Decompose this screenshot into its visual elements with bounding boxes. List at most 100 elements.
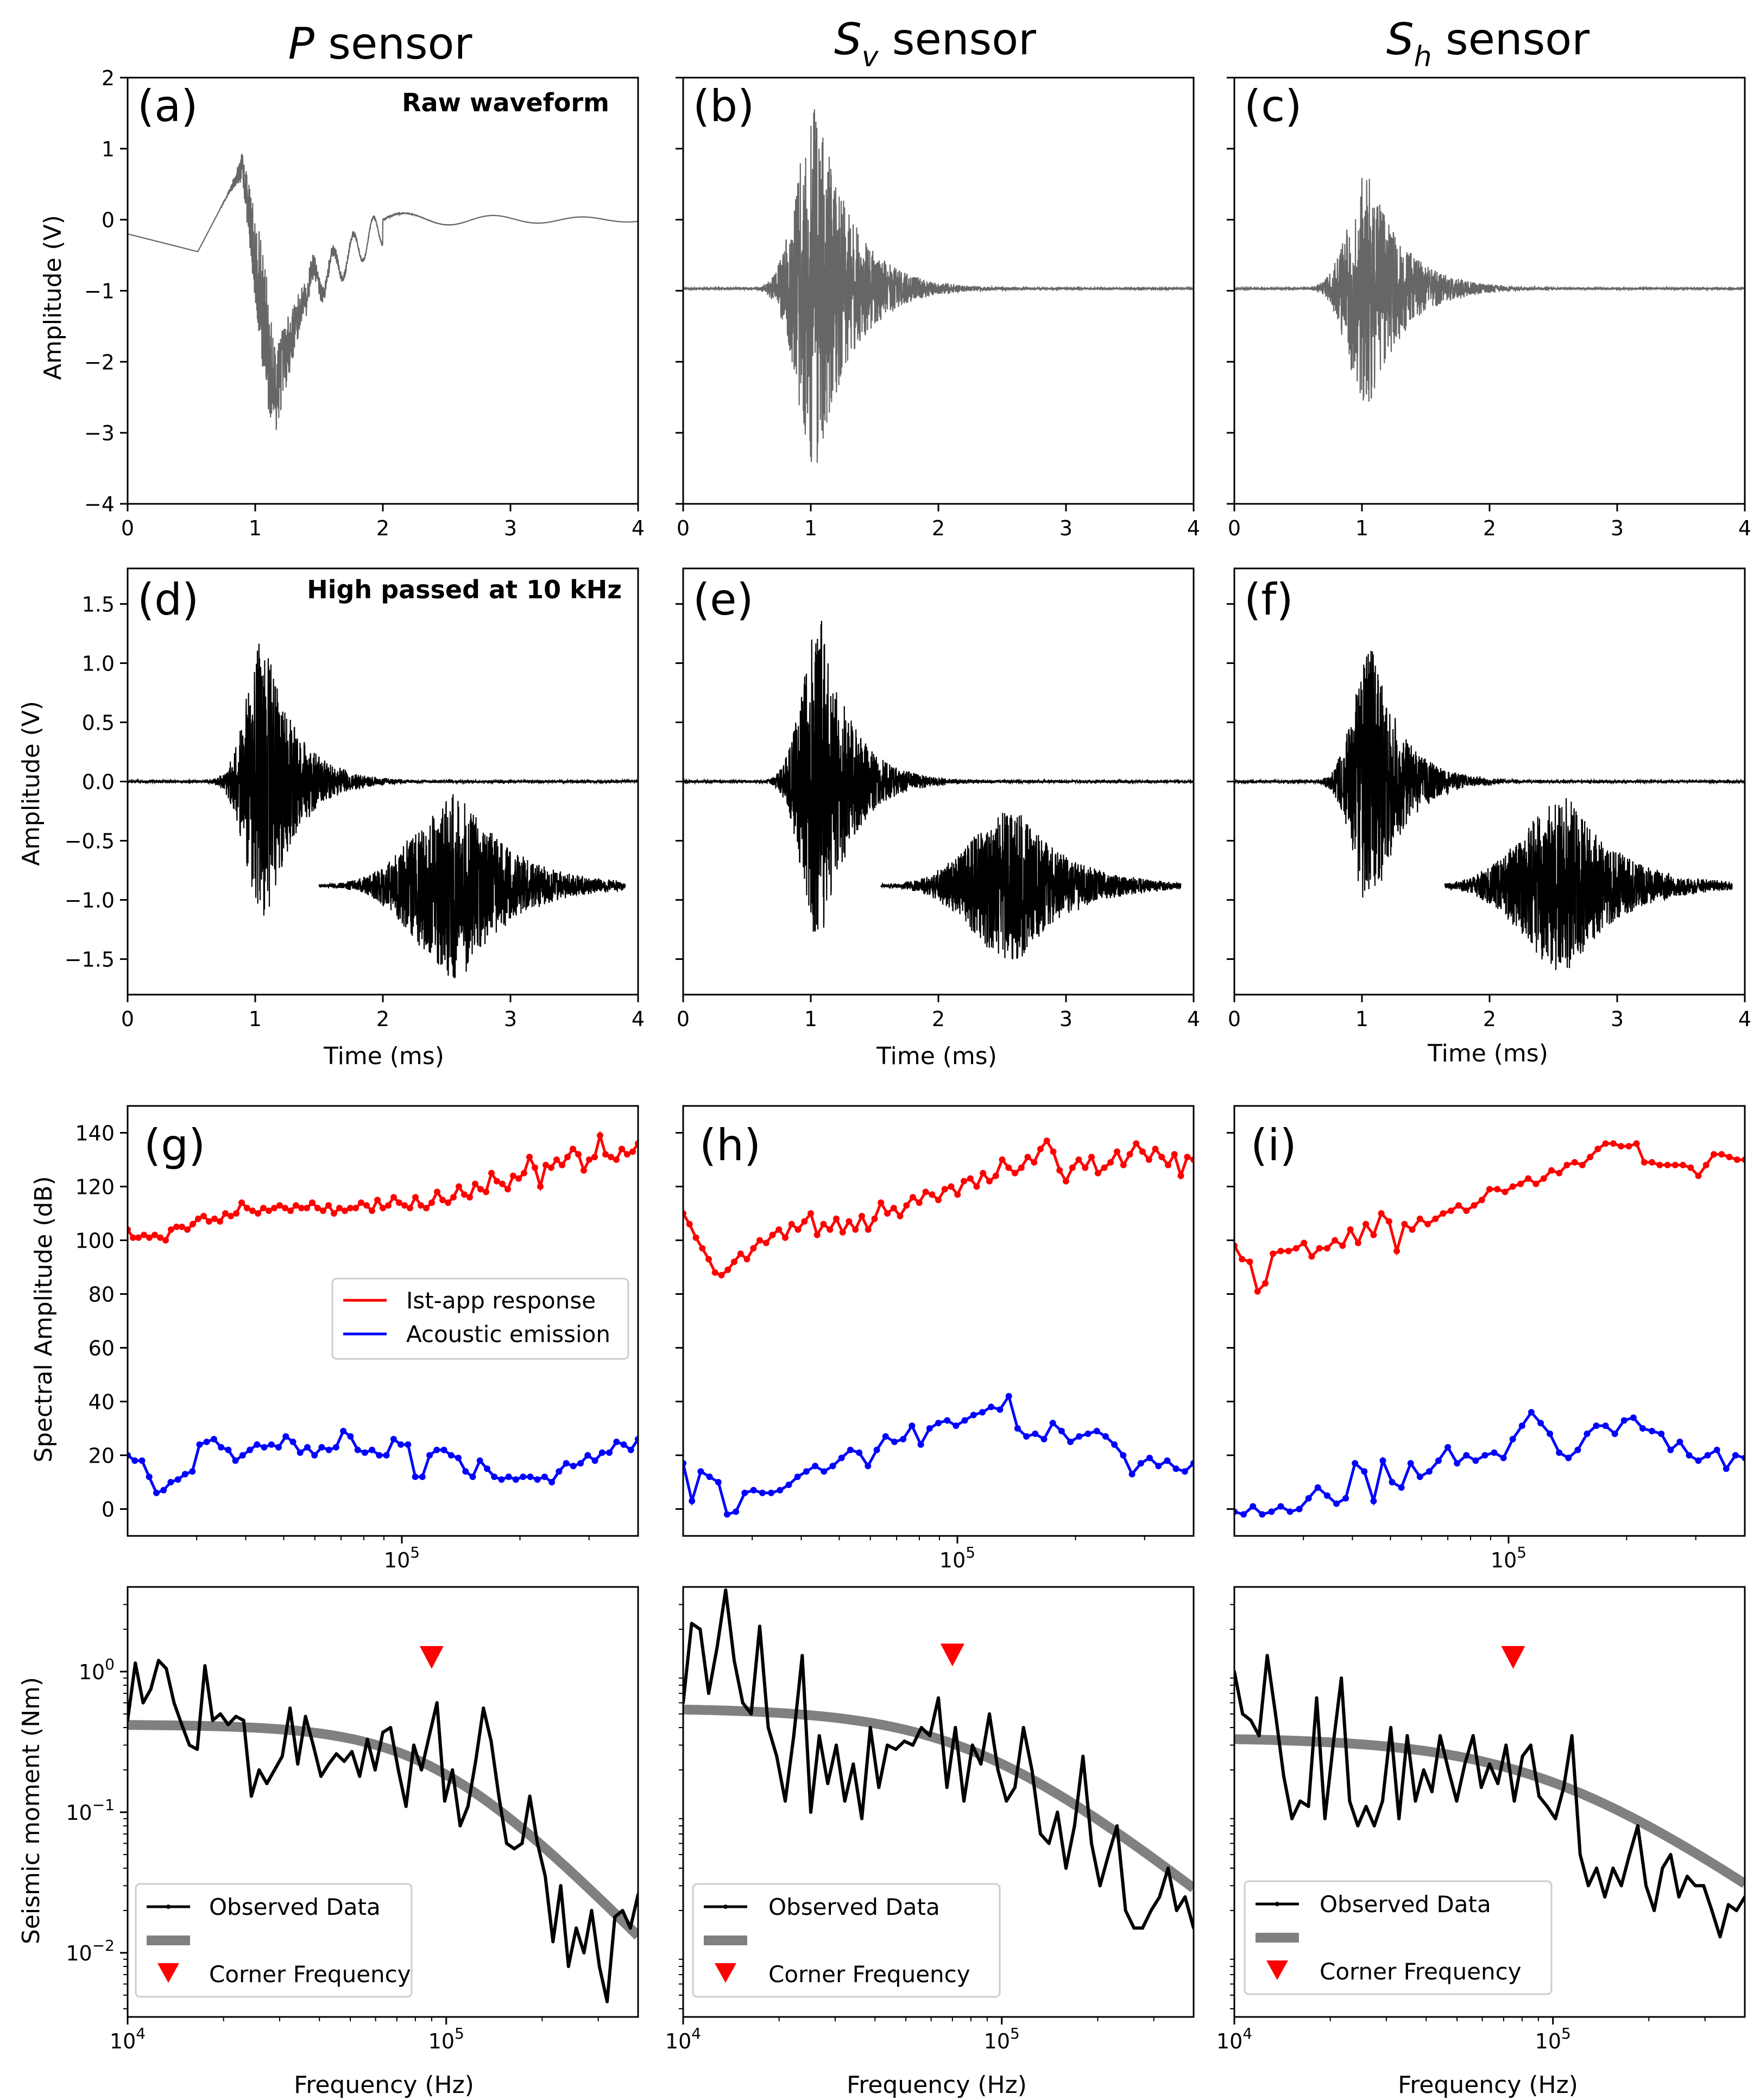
point-ist-app-g-81 — [564, 1154, 571, 1161]
ytick-base-a-1: −3 — [84, 421, 115, 445]
observed-point-j-35 — [396, 1768, 400, 1772]
observed-point-j-48 — [497, 1794, 501, 1798]
waveform-c-0 — [1234, 178, 1745, 402]
point-ist-app-i-33 — [1486, 1186, 1493, 1193]
point-acoustic-h-43 — [1058, 1427, 1065, 1434]
point-acoustic-g-22 — [282, 1433, 289, 1440]
legend-observed-label-k: Observed Data — [768, 1894, 940, 1920]
point-ist-app-h-40 — [935, 1197, 942, 1204]
point-ist-app-h-13 — [762, 1239, 769, 1247]
point-acoustic-g-24 — [297, 1449, 304, 1456]
point-ist-app-i-55 — [1656, 1161, 1663, 1168]
point-acoustic-g-41 — [419, 1473, 426, 1481]
point-ist-app-i-26 — [1432, 1215, 1439, 1222]
observed-point-l-14 — [1348, 1799, 1352, 1803]
point-ist-app-h-58 — [1050, 1148, 1057, 1155]
point-ist-app-h-70 — [1126, 1151, 1133, 1158]
point-ist-app-g-88 — [602, 1151, 609, 1158]
point-ist-app-h-43 — [954, 1191, 961, 1198]
point-ist-app-g-6 — [157, 1234, 163, 1241]
observed-point-j-43 — [458, 1824, 462, 1827]
point-ist-app-g-91 — [619, 1146, 625, 1153]
point-ist-app-g-70 — [504, 1186, 511, 1193]
observed-point-j-18 — [265, 1782, 269, 1786]
point-acoustic-h-14 — [803, 1468, 810, 1475]
ytick-label-j-2: 100 — [79, 1655, 115, 1684]
legend-observed-marker-k — [723, 1905, 728, 1909]
observed-point-j-6 — [172, 1701, 176, 1705]
point-ist-app-g-90 — [613, 1156, 620, 1163]
ytick-base-j-1: 10 — [66, 1801, 92, 1825]
moment-legend-l: Observed Data Corner Frequency — [1244, 1880, 1553, 1995]
point-acoustic-g-48 — [469, 1473, 476, 1481]
point-acoustic-i-28 — [1491, 1449, 1498, 1456]
point-acoustic-g-39 — [405, 1441, 412, 1448]
point-ist-app-g-66 — [483, 1188, 489, 1196]
xtick-label-d-2: 2 — [376, 1007, 389, 1031]
point-acoustic-i-29 — [1500, 1454, 1507, 1462]
xtick-label-a-4: 4 — [632, 516, 645, 540]
point-ist-app-h-79 — [1184, 1154, 1191, 1161]
point-ist-app-i-31 — [1471, 1202, 1478, 1209]
point-acoustic-i-45 — [1649, 1427, 1656, 1434]
panel-label-b: (b) — [693, 81, 754, 131]
point-ist-app-g-11 — [184, 1226, 191, 1233]
xtick-label-i-0: 105 — [1491, 1544, 1526, 1572]
point-ist-app-i-21 — [1393, 1248, 1401, 1255]
point-ist-app-h-52 — [1012, 1169, 1018, 1176]
ytick-label-g-7: 140 — [75, 1122, 115, 1146]
observed-point-j-23 — [304, 1715, 307, 1718]
moment-legend-k-box — [692, 1883, 1001, 1998]
point-acoustic-g-31 — [347, 1433, 354, 1440]
point-ist-app-g-67 — [488, 1169, 495, 1176]
point-ist-app-h-53 — [1018, 1164, 1025, 1171]
point-acoustic-i-11 — [1333, 1500, 1340, 1507]
observed-point-j-33 — [381, 1730, 384, 1734]
observed-point-j-41 — [443, 1799, 446, 1803]
moment-legend-j-box — [135, 1883, 413, 1998]
observed-point-l-51 — [1652, 1909, 1656, 1912]
observed-point-k-59 — [1183, 1895, 1187, 1899]
point-ist-app-i-41 — [1548, 1167, 1555, 1174]
ytick-label-g-6: 120 — [75, 1175, 115, 1199]
xtick-base-f-0: 0 — [1228, 1007, 1241, 1031]
point-ist-app-i-61 — [1702, 1161, 1709, 1168]
observed-point-k-45 — [1064, 1867, 1068, 1870]
xtick-label-f-0: 0 — [1228, 1007, 1241, 1031]
xtick-label-c-2: 2 — [1483, 516, 1496, 540]
point-acoustic-g-46 — [455, 1454, 462, 1462]
point-ist-app-i-10 — [1308, 1253, 1315, 1260]
ytick-base-d-3: 0.0 — [82, 770, 115, 794]
observed-point-l-57 — [1702, 1884, 1706, 1888]
panel-e: 0 1 2 3 4 (e) — [676, 567, 1200, 1031]
point-ist-app-g-30 — [287, 1207, 294, 1215]
observed-point-j-52 — [528, 1794, 532, 1798]
point-acoustic-g-53 — [505, 1473, 512, 1481]
point-acoustic-i-8 — [1305, 1495, 1312, 1502]
ytick-label-a-0: −4 — [84, 492, 115, 516]
point-ist-app-h-46 — [973, 1183, 980, 1190]
ytick-label-d-5: 1.0 — [82, 651, 115, 675]
panel-i: 105 (i) — [1227, 1105, 1746, 1572]
point-acoustic-h-22 — [873, 1446, 880, 1453]
point-acoustic-h-6 — [733, 1508, 740, 1515]
point-ist-app-i-64 — [1726, 1154, 1733, 1161]
point-ist-app-i-5 — [1270, 1250, 1277, 1257]
ytick-label-g-2: 40 — [89, 1390, 115, 1414]
ylabel-amplitude-filtered: Amplitude (V) — [17, 701, 45, 866]
xlabel-frequency-k: Frequency (Hz) — [847, 2071, 1027, 2099]
ytick-label-a-2: −2 — [84, 350, 115, 374]
observed-point-k-9 — [758, 1624, 761, 1628]
legend-corner-marker-l — [1266, 1960, 1288, 1980]
column-title-sv: Sv sensor — [834, 14, 1036, 73]
point-acoustic-i-6 — [1286, 1508, 1294, 1515]
point-ist-app-g-34 — [309, 1199, 316, 1206]
point-ist-app-g-77 — [542, 1161, 549, 1168]
ytick-base-a-2: −2 — [84, 350, 115, 374]
observed-point-l-37 — [1537, 1794, 1541, 1798]
point-ist-app-g-87 — [597, 1132, 603, 1139]
point-acoustic-g-15 — [232, 1457, 239, 1464]
observed-point-l-11 — [1323, 1817, 1327, 1820]
point-ist-app-g-41 — [347, 1205, 354, 1212]
ytick-label-d-6: 1.5 — [82, 592, 115, 616]
